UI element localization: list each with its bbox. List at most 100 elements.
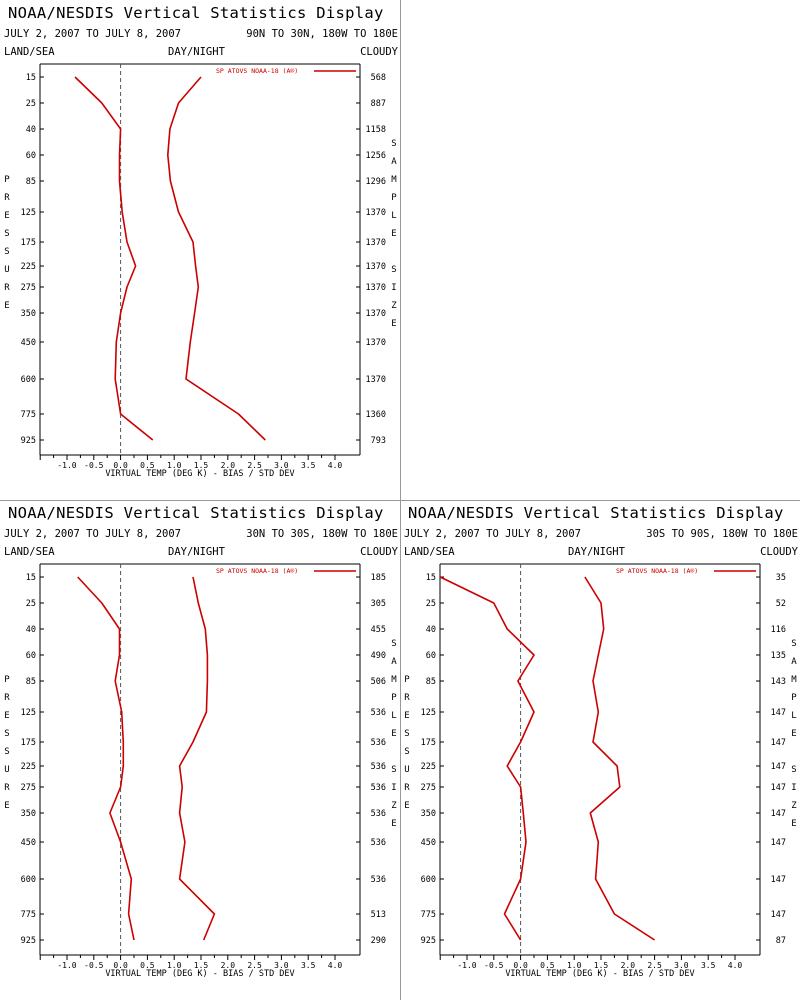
y-tick-label: 225 [21,262,36,272]
sample-size-axis-letter: Z [791,801,797,811]
x-tick-label: -1.0 [457,961,476,970]
stats-panel-tropics: NOAA/NESDIS Vertical Statistics Display … [0,500,400,980]
y-tick-label: 775 [21,910,36,920]
x-tick-label: 0.5 [140,461,155,470]
sample-size-label: 536 [371,783,386,793]
sample-size-axis-letter: S [391,765,396,775]
sample-size-label: 305 [371,599,386,609]
sample-size-label: 147 [771,910,786,920]
y-tick-label: 275 [421,783,436,793]
x-tick-label: 1.0 [167,461,182,470]
y-tick-label: 85 [26,677,36,687]
sample-size-label: 147 [771,762,786,772]
stats-panel-south: NOAA/NESDIS Vertical Statistics Display … [400,500,800,980]
cloudy-label: CLOUDY [360,46,398,58]
sample-size-axis-letter: Z [391,301,397,311]
x-axis-label: VIRTUAL TEMP (DEG K) - BIAS / STD DEV [505,969,694,979]
panel-title: NOAA/NESDIS Vertical Statistics Display [8,4,384,22]
std-dev-profile-line [167,76,266,441]
sample-size-label: 1370 [366,238,386,248]
pressure-axis-letter: S [4,247,9,257]
sample-size-label: 87 [776,936,786,946]
sample-size-axis-letter: A [791,657,797,667]
pressure-axis-letter: R [4,693,10,703]
x-tick-label: 1.5 [594,961,609,970]
profile-chart: -1.0 -0.5 0.0 0.5 1.0 1.5 2.0 2.5 3.0 3.5 4.0 VIRTU… [4,563,397,979]
pressure-axis-letter: U [404,765,409,775]
y-tick-label: 15 [26,73,36,83]
y-tick-label: 925 [421,936,436,946]
x-tick-label: 0.5 [140,961,155,970]
legend-label: SP ATOVS NOAA-18 (A®) [216,67,298,75]
sample-size-label: 147 [771,738,786,748]
y-tick-label: 350 [21,809,36,819]
x-tick-label: 1.0 [167,961,182,970]
y-tick-label: 275 [21,783,36,793]
y-tick-label: 175 [21,738,36,748]
cloudy-label: CLOUDY [360,546,398,558]
x-tick-label: -1.0 [57,461,76,470]
sample-size-axis-letter: M [391,175,397,185]
y-tick-label: 775 [421,910,436,920]
pressure-axis-letter: S [4,747,9,757]
panel-title: NOAA/NESDIS Vertical Statistics Display [408,504,784,522]
y-tick-label: 450 [21,838,36,848]
y-tick-label: 600 [21,375,36,385]
sample-size-label: 1360 [366,410,386,420]
x-tick-label: -0.5 [84,961,103,970]
y-tick-label: 350 [21,309,36,319]
y-tick-label: 25 [26,599,36,609]
x-tick-label: 4.0 [728,961,743,970]
x-tick-label: 1.5 [194,961,209,970]
sample-size-label: 52 [776,599,786,609]
sample-size-axis-letter: E [791,819,796,829]
sample-size-axis-letter: E [391,319,396,329]
y-tick-label: 175 [421,738,436,748]
y-tick-label: 925 [21,436,36,446]
x-axis-label: VIRTUAL TEMP (DEG K) - BIAS / STD DEV [105,469,294,479]
x-tick-label: 2.0 [221,961,236,970]
date-range: JULY 2, 2007 TO JULY 8, 2007 [4,28,182,40]
pressure-axis-letter: R [404,693,410,703]
sample-size-axis-letter: E [391,229,396,239]
y-tick-label: 60 [26,651,36,661]
sample-size-label: 147 [771,783,786,793]
y-tick-label: 925 [21,936,36,946]
sample-size-label: 1158 [366,125,386,135]
x-tick-label: 2.0 [621,961,636,970]
x-tick-label: 0.0 [113,461,128,470]
bias-profile-line [74,76,154,441]
bias-profile-line [439,576,535,941]
pressure-axis-letter: P [4,175,10,185]
x-tick-label: 1.0 [567,961,582,970]
sample-size-label: 887 [371,99,386,109]
sample-size-label: 1370 [366,262,386,272]
sample-size-label: 290 [371,936,386,946]
sample-size-label: 1370 [366,309,386,319]
bias-profile-line [77,576,135,941]
sample-size-axis-letter: M [791,675,797,685]
x-tick-label: 2.0 [221,461,236,470]
y-tick-label: 40 [426,625,436,635]
x-tick-label: -0.5 [484,961,503,970]
sample-size-label: 135 [771,651,786,661]
sample-size-axis-letter: I [391,783,396,793]
pressure-axis-letter: U [4,765,9,775]
sample-size-axis-letter: I [791,783,796,793]
pressure-axis-letter: E [404,801,409,811]
std-dev-profile-line [178,576,216,941]
x-tick-label: 2.5 [647,961,662,970]
land-sea-label: LAND/SEA [4,546,55,558]
sample-size-label: 1370 [366,208,386,218]
y-tick-label: 60 [426,651,436,661]
sample-size-label: 536 [371,838,386,848]
y-tick-label: 175 [21,238,36,248]
sample-size-axis-letter: S [391,139,396,149]
y-tick-label: 125 [421,708,436,718]
sample-size-label: 185 [371,573,386,583]
sample-size-label: 506 [371,677,386,687]
sample-size-label: 116 [771,625,786,635]
y-tick-label: 275 [21,283,36,293]
sample-size-axis-letter: L [391,211,396,221]
day-night-label: DAY/NIGHT [168,46,225,58]
